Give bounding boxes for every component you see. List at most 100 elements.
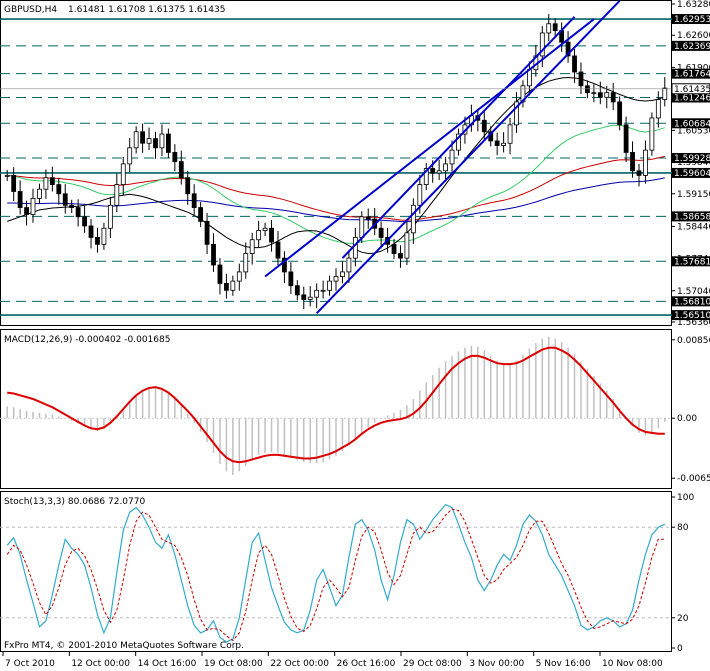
macd-signal-path xyxy=(7,346,665,464)
stoch-main-line xyxy=(6,503,666,643)
macd-histogram xyxy=(0,336,672,476)
candle-body xyxy=(133,131,139,149)
time-axis: 7 Oct 2010 12 Oct 00:00 14 Oct 16:00 19 Oct… xyxy=(2,652,663,669)
candle-body xyxy=(481,119,487,133)
candle-body xyxy=(11,175,17,192)
candle-body xyxy=(30,197,36,215)
price-panel[interactable]: GBPUSD,H4 1.61481 1.61708 1.61375 1.6143… xyxy=(0,0,710,328)
macd-tick-label: 0.00 xyxy=(677,414,697,424)
stochastic-axis: 100 80 20 0 xyxy=(671,493,694,654)
time-tick-label: 26 Oct 16:00 xyxy=(337,659,396,669)
level-label-box xyxy=(672,14,710,25)
candle-body xyxy=(365,216,371,220)
candle-body xyxy=(165,133,171,153)
candle-body xyxy=(172,152,178,163)
macd-axis: 0.00856 0.00 -0.00655 xyxy=(671,336,710,484)
candle-body xyxy=(410,204,416,234)
candle-body xyxy=(224,282,229,291)
level-label-box xyxy=(672,68,710,79)
candle-body xyxy=(539,32,545,57)
candle-body xyxy=(572,55,577,73)
candle-body xyxy=(243,253,249,273)
candle-body xyxy=(185,177,191,195)
level-label: 1.59928 xyxy=(674,154,710,164)
macd-panel[interactable]: MACD(12,26,9) -0.000402 -0.001685 0.0085… xyxy=(0,329,710,489)
candle-body xyxy=(514,101,519,126)
time-tick-label: 5 Nov 16:00 xyxy=(536,659,591,669)
candle-body xyxy=(578,71,584,87)
channel-upper-line xyxy=(264,18,595,278)
candle-body xyxy=(565,41,571,57)
candle-body xyxy=(591,92,597,95)
candle-body xyxy=(230,280,236,291)
candle-body xyxy=(449,149,455,165)
macd-tick-label: -0.00655 xyxy=(677,474,710,484)
candle-body xyxy=(655,99,661,119)
candle-body xyxy=(120,163,126,185)
candle-body xyxy=(662,87,668,100)
level-label-box xyxy=(672,118,710,129)
chart-header-symbol: GBPUSD,H4 xyxy=(4,5,57,15)
price-tick-label: 1.63280 xyxy=(677,0,710,10)
candle-body xyxy=(352,237,358,259)
level-label-box xyxy=(672,40,710,51)
level-label: 1.56510 xyxy=(674,311,710,321)
trend-channel[interactable] xyxy=(264,0,621,314)
candle-body xyxy=(256,230,262,241)
price-level-lines xyxy=(0,18,672,316)
candle-body xyxy=(526,69,532,87)
level-label: 1.57681 xyxy=(674,257,710,267)
candle-body xyxy=(288,271,294,287)
candle-body xyxy=(327,280,332,291)
candle-body xyxy=(630,152,635,172)
candle-body xyxy=(456,133,461,151)
stoch-tick-label: 80 xyxy=(677,523,689,533)
candle-body xyxy=(75,207,81,218)
price-tick-label: 1.59150 xyxy=(677,190,710,200)
time-tick-label: 29 Oct 08:00 xyxy=(403,659,462,669)
candle-body xyxy=(617,101,623,126)
candle-body xyxy=(507,124,513,144)
price-axis: 1.632801.626001.619001.612001.605301.598… xyxy=(0,0,710,328)
candle-body xyxy=(423,168,429,185)
candle-body xyxy=(346,257,352,273)
level-label: 1.62369 xyxy=(674,42,710,52)
stoch-tick-label: 100 xyxy=(677,493,694,503)
candle-body xyxy=(236,271,242,282)
time-tick-label: 7 Oct 2010 xyxy=(5,659,55,669)
candle-body xyxy=(494,140,500,146)
candle-body xyxy=(49,177,55,185)
level-label-box xyxy=(672,167,710,178)
candle-body xyxy=(417,184,423,206)
price-tick-label: 1.62600 xyxy=(677,31,710,41)
candle-body xyxy=(95,237,100,245)
price-tick-label: 1.59840 xyxy=(677,158,710,168)
time-tick-label: 19 Oct 08:00 xyxy=(204,659,263,669)
candle-body xyxy=(307,296,313,300)
level-label: 1.62953 xyxy=(674,15,710,25)
price-tick-label: 1.58440 xyxy=(677,222,710,232)
candle-body xyxy=(275,241,281,259)
candle-body xyxy=(301,294,307,300)
candle-body xyxy=(198,207,204,222)
candle-body xyxy=(4,175,10,177)
candle-body xyxy=(69,204,75,208)
candle-body xyxy=(101,227,107,245)
candle-body xyxy=(107,204,113,229)
level-label-box xyxy=(672,296,710,307)
candle-body xyxy=(282,257,287,273)
candle-body xyxy=(62,193,68,206)
stochastic-panel[interactable]: Stoch(13,3,3) 80.0686 72.0770 FxPro MT4,… xyxy=(0,491,694,655)
time-tick-label: 10 Nov 08:00 xyxy=(602,659,663,669)
candle-body xyxy=(146,138,152,144)
time-tick-label: 12 Oct 00:00 xyxy=(71,659,130,669)
price-tick-label: 1.56360 xyxy=(677,318,710,328)
level-label-box xyxy=(672,310,710,321)
level-label-box xyxy=(672,211,710,222)
candle-body xyxy=(359,216,365,238)
candle-body xyxy=(314,289,320,298)
macd-title: MACD(12,26,9) -0.000402 -0.001685 xyxy=(4,335,170,345)
copyright-text: FxPro MT4, © 2001-2010 MetaQuotes Softwa… xyxy=(4,641,244,651)
candle-body xyxy=(88,225,94,238)
